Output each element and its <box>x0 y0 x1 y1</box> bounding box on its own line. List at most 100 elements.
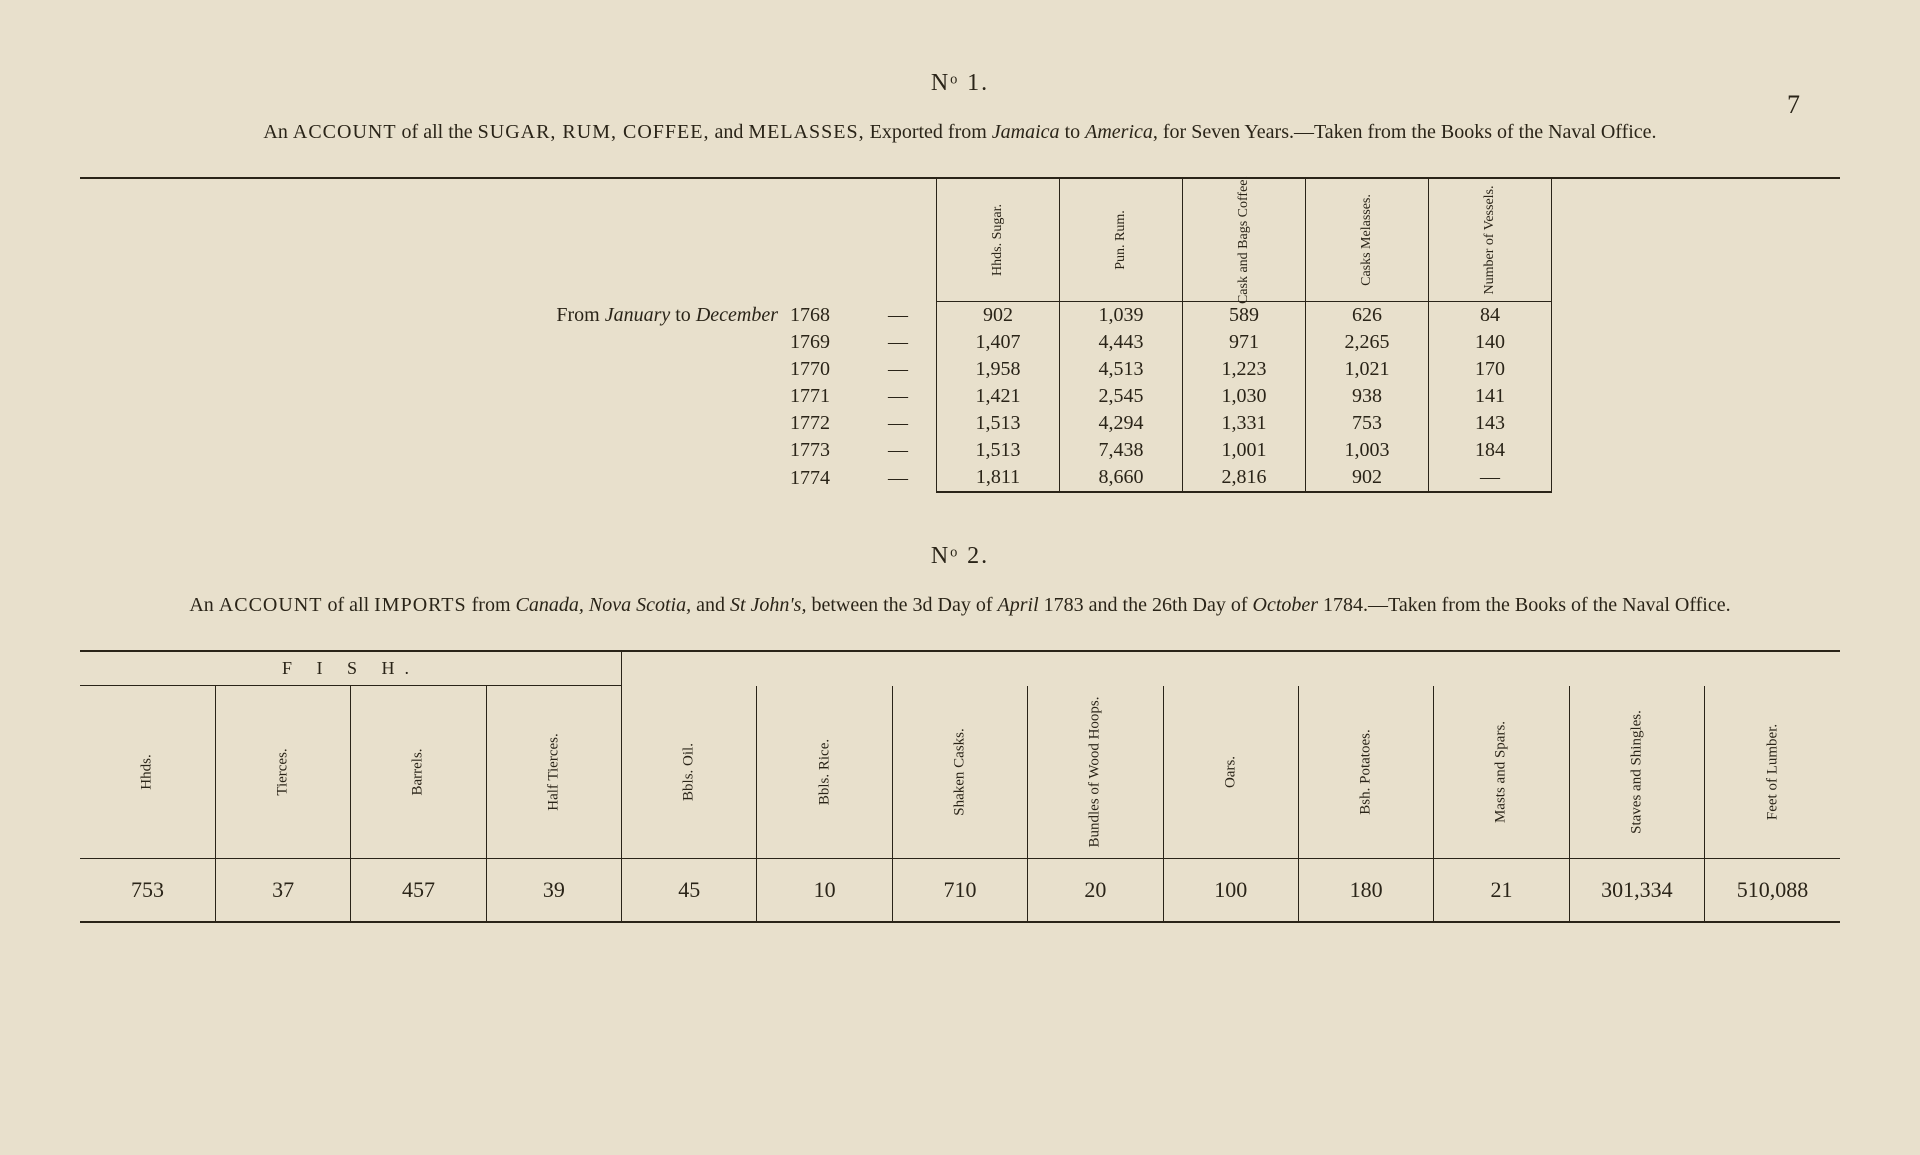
row-label <box>368 437 790 464</box>
column-header: Bbls. Rice. <box>757 686 892 859</box>
value-cell: 100 <box>1163 859 1298 923</box>
value-cell: — <box>1429 464 1552 492</box>
year-cell: 1768 <box>790 302 860 330</box>
value-cell: 8,660 <box>1060 464 1183 492</box>
column-header: Barrels. <box>351 686 486 859</box>
section-2-number: Nᵒ 2. <box>80 543 1840 570</box>
table-row: From January to December1768—9021,039589… <box>368 302 1552 330</box>
value-cell: 510,088 <box>1705 859 1841 923</box>
table-row: 1769—1,4074,4439712,265140 <box>368 329 1552 356</box>
column-header: Bsh. Potatoes. <box>1298 686 1433 859</box>
column-header: Casks Melasses. <box>1306 179 1429 302</box>
dash-cell: — <box>860 302 937 330</box>
dash-cell: — <box>860 410 937 437</box>
value-cell: 4,513 <box>1060 356 1183 383</box>
dash-cell: — <box>860 356 937 383</box>
year-cell: 1772 <box>790 410 860 437</box>
value-cell: 84 <box>1429 302 1552 330</box>
value-cell: 1,021 <box>1306 356 1429 383</box>
value-cell: 4,294 <box>1060 410 1183 437</box>
value-cell: 37 <box>215 859 350 923</box>
value-cell: 2,265 <box>1306 329 1429 356</box>
value-cell: 45 <box>622 859 757 923</box>
dash-cell: — <box>860 437 937 464</box>
group-spacer <box>622 652 1841 686</box>
section-2-caption: An ACCOUNT of all IMPORTS from Canada, N… <box>120 590 1800 620</box>
value-cell: 626 <box>1306 302 1429 330</box>
year-cell: 1774 <box>790 464 860 492</box>
page-number: 7 <box>1787 90 1800 120</box>
dash-cell: — <box>860 383 937 410</box>
value-cell: 710 <box>892 859 1027 923</box>
year-cell: 1769 <box>790 329 860 356</box>
column-header: Pun. Rum. <box>1060 179 1183 302</box>
dash-cell: — <box>860 464 937 492</box>
column-header: Bbls. Oil. <box>622 686 757 859</box>
row-label <box>368 464 790 492</box>
year-cell: 1770 <box>790 356 860 383</box>
value-cell: 20 <box>1028 859 1163 923</box>
value-cell: 971 <box>1183 329 1306 356</box>
dash-cell: — <box>860 329 937 356</box>
value-cell: 1,421 <box>937 383 1060 410</box>
column-header: Hhds. Sugar. <box>937 179 1060 302</box>
row-label <box>368 383 790 410</box>
value-cell: 1,223 <box>1183 356 1306 383</box>
value-cell: 2,545 <box>1060 383 1183 410</box>
value-cell: 140 <box>1429 329 1552 356</box>
column-header: Staves and Shingles. <box>1569 686 1704 859</box>
value-cell: 753 <box>80 859 215 923</box>
table-row: 1771—1,4212,5451,030938141 <box>368 383 1552 410</box>
value-cell: 902 <box>1306 464 1429 492</box>
row-label <box>368 329 790 356</box>
value-cell: 2,816 <box>1183 464 1306 492</box>
value-cell: 301,334 <box>1569 859 1704 923</box>
value-cell: 170 <box>1429 356 1552 383</box>
value-cell: 1,030 <box>1183 383 1306 410</box>
column-header: Tierces. <box>215 686 350 859</box>
fish-group-header: F I S H. <box>80 652 622 686</box>
value-cell: 1,001 <box>1183 437 1306 464</box>
table-row: 1774—1,8118,6602,816902— <box>368 464 1552 492</box>
value-cell: 7,438 <box>1060 437 1183 464</box>
value-cell: 1,811 <box>937 464 1060 492</box>
value-cell: 1,407 <box>937 329 1060 356</box>
row-label <box>368 356 790 383</box>
value-cell: 141 <box>1429 383 1552 410</box>
value-cell: 902 <box>937 302 1060 330</box>
section-1-number: Nᵒ 1. <box>80 70 1840 97</box>
value-cell: 457 <box>351 859 486 923</box>
value-cell: 589 <box>1183 302 1306 330</box>
column-header: Hhds. <box>80 686 215 859</box>
column-header: Oars. <box>1163 686 1298 859</box>
value-cell: 10 <box>757 859 892 923</box>
value-cell: 1,331 <box>1183 410 1306 437</box>
value-cell: 180 <box>1298 859 1433 923</box>
table-row: 1770—1,9584,5131,2231,021170 <box>368 356 1552 383</box>
column-header: Number of Vessels. <box>1429 179 1552 302</box>
imports-table: F I S H. Hhds.Tierces.Barrels.Half Tierc… <box>80 652 1840 923</box>
column-header: Shaken Casks. <box>892 686 1027 859</box>
value-cell: 1,513 <box>937 437 1060 464</box>
value-cell: 21 <box>1434 859 1569 923</box>
year-cell: 1773 <box>790 437 860 464</box>
value-cell: 4,443 <box>1060 329 1183 356</box>
value-cell: 143 <box>1429 410 1552 437</box>
column-header: Bundles of Wood Hoops. <box>1028 686 1163 859</box>
section-1-caption: An ACCOUNT of all the SUGAR, RUM, COFFEE… <box>120 117 1800 147</box>
row-label: From January to December <box>368 302 790 330</box>
value-cell: 184 <box>1429 437 1552 464</box>
table-row: 1772—1,5134,2941,331753143 <box>368 410 1552 437</box>
value-cell: 39 <box>486 859 621 923</box>
value-cell: 1,513 <box>937 410 1060 437</box>
column-header: Cask and Bags Coffee. <box>1183 179 1306 302</box>
document-page: 7 Nᵒ 1. An ACCOUNT of all the SUGAR, RUM… <box>0 0 1920 963</box>
column-header: Half Tierces. <box>486 686 621 859</box>
value-cell: 1,958 <box>937 356 1060 383</box>
column-header: Masts and Spars. <box>1434 686 1569 859</box>
table-2-container: F I S H. Hhds.Tierces.Barrels.Half Tierc… <box>80 650 1840 923</box>
column-header: Feet of Lumber. <box>1705 686 1841 859</box>
value-cell: 938 <box>1306 383 1429 410</box>
table-row: 753374573945107102010018021301,334510,08… <box>80 859 1840 923</box>
row-label <box>368 410 790 437</box>
